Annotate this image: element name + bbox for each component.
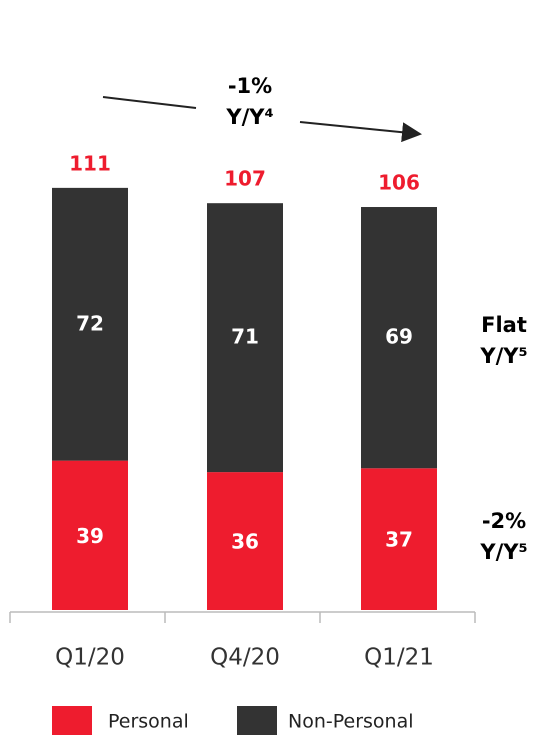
total-label: 111 <box>69 151 111 175</box>
total-label: 107 <box>224 167 266 191</box>
bar-segment <box>361 207 437 469</box>
annotation: -2% <box>482 509 526 533</box>
segment-label: 71 <box>231 325 259 349</box>
annotation: Y/Y⁵ <box>479 540 527 564</box>
segment-label: 69 <box>385 325 413 349</box>
bar-segment <box>52 187 128 461</box>
bar-segment <box>207 472 283 610</box>
segment-label: 37 <box>385 528 413 552</box>
annotation: Y/Y⁴ <box>225 105 273 129</box>
total-label: 106 <box>378 171 420 195</box>
bar-segment <box>52 460 128 610</box>
segment-label: 72 <box>76 311 104 335</box>
x-tick-label: Q1/20 <box>55 645 125 671</box>
annotation: -1% <box>228 74 272 98</box>
bar-segment <box>361 468 437 610</box>
legend-swatch <box>237 706 277 735</box>
segment-label: 39 <box>76 524 104 548</box>
legend-label: Personal <box>108 711 189 733</box>
annotation: Y/Y⁵ <box>479 344 527 368</box>
annotation: Flat <box>481 313 527 337</box>
legend-label: Non-Personal <box>288 711 414 733</box>
x-tick-label: Q1/21 <box>364 645 434 671</box>
trend-line <box>102 96 197 109</box>
x-tick-label: Q4/20 <box>210 645 280 671</box>
trend-arrow <box>299 121 422 143</box>
segment-label: 36 <box>231 530 259 554</box>
legend-swatch <box>52 706 92 735</box>
bar-segment <box>207 203 283 473</box>
